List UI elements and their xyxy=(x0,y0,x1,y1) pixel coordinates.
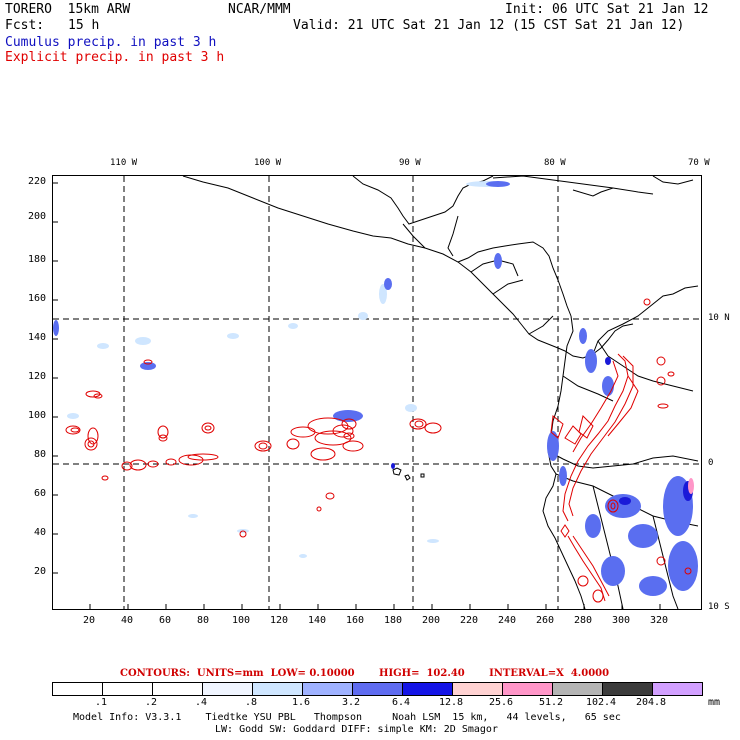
y-tick: 20 xyxy=(33,566,46,577)
colorbar-label: 12.8 xyxy=(438,697,464,708)
y-tick: 80 xyxy=(33,449,46,460)
y-tick: 40 xyxy=(33,527,46,538)
colorbar-label: 3.2 xyxy=(341,697,361,708)
y-tick: 60 xyxy=(33,488,46,499)
colorbar-swatch xyxy=(303,683,353,695)
precip-mid-cumulus xyxy=(53,181,698,596)
map-panel xyxy=(52,175,702,610)
axis-ticks xyxy=(53,182,661,609)
precip-pink xyxy=(688,478,694,494)
y-tick: 200 xyxy=(27,211,46,222)
x-tick: 20 xyxy=(82,615,96,626)
x-tick: 320 xyxy=(649,615,669,626)
x-tick: 160 xyxy=(345,615,365,626)
x-tick: 40 xyxy=(120,615,134,626)
colorbar-unit: mm xyxy=(708,697,721,708)
y-tick: 140 xyxy=(27,332,46,343)
lat-label: 0 xyxy=(708,458,714,468)
colorbar-swatch xyxy=(403,683,453,695)
colorbar-label: 6.4 xyxy=(391,697,411,708)
model-title: TORERO 15km ARW xyxy=(5,2,131,17)
lon-label: 110 W xyxy=(110,158,138,168)
y-tick: 180 xyxy=(27,254,46,265)
colorbar-swatch xyxy=(253,683,303,695)
colorbar-swatch xyxy=(103,683,153,695)
legend-explicit: Explicit precip. in past 3 h xyxy=(5,50,225,65)
x-tick: 260 xyxy=(535,615,555,626)
coastline xyxy=(182,176,699,609)
colorbar xyxy=(52,682,703,696)
lon-label: 100 W xyxy=(254,158,282,168)
org-label: NCAR/MMM xyxy=(228,2,291,17)
colorbar-swatch xyxy=(153,683,203,695)
colorbar-label: .1 xyxy=(94,697,108,708)
explicit-precip-contours xyxy=(65,298,692,603)
colorbar-swatch xyxy=(603,683,653,695)
x-tick: 220 xyxy=(459,615,479,626)
x-tick: 80 xyxy=(196,615,210,626)
colorbar-swatch xyxy=(453,683,503,695)
x-tick: 280 xyxy=(573,615,593,626)
valid-time: Valid: 21 UTC Sat 21 Jan 12 (15 CST Sat … xyxy=(293,18,685,33)
x-tick: 140 xyxy=(307,615,327,626)
y-tick: 220 xyxy=(27,176,46,187)
colorbar-label: 25.6 xyxy=(488,697,514,708)
x-tick: 240 xyxy=(497,615,517,626)
init-time: Init: 06 UTC Sat 21 Jan 12 xyxy=(505,2,709,17)
lon-label: 90 W xyxy=(399,158,421,168)
x-tick: 200 xyxy=(421,615,441,626)
contour-info: CONTOURS: UNITS=mm LOW= 0.10000 HIGH= 10… xyxy=(120,668,610,679)
physics-info: LW: Godd SW: Goddard DIFF: simple KM: 2D… xyxy=(215,724,498,735)
y-tick: 120 xyxy=(27,371,46,382)
colorbar-swatch xyxy=(353,683,403,695)
x-tick: 180 xyxy=(383,615,403,626)
x-tick: 300 xyxy=(611,615,631,626)
x-tick: 120 xyxy=(269,615,289,626)
x-tick: 100 xyxy=(231,615,251,626)
colorbar-label: 102.4 xyxy=(585,697,617,708)
lat-label: 10 S xyxy=(708,602,730,612)
colorbar-swatch xyxy=(553,683,603,695)
colorbar-swatch xyxy=(53,683,103,695)
colorbar-label: 1.6 xyxy=(291,697,311,708)
y-tick: 160 xyxy=(27,293,46,304)
y-tick: 100 xyxy=(27,410,46,421)
colorbar-label: .2 xyxy=(144,697,158,708)
colorbar-swatch xyxy=(653,683,702,695)
colorbar-label: 51.2 xyxy=(538,697,564,708)
lon-label: 80 W xyxy=(544,158,566,168)
latlon-grid xyxy=(53,176,701,609)
colorbar-label: .8 xyxy=(244,697,258,708)
lat-label: 10 N xyxy=(708,313,730,323)
colorbar-swatch xyxy=(203,683,253,695)
lon-label: 70 W xyxy=(688,158,710,168)
colorbar-label: .4 xyxy=(194,697,208,708)
precip-light-cumulus xyxy=(67,181,510,558)
forecast-hour: 15 h xyxy=(68,18,100,33)
model-info: Model Info: V3.3.1 Tiedtke YSU PBL Thomp… xyxy=(73,712,621,723)
forecast-label: Fcst: xyxy=(5,18,45,33)
x-tick: 60 xyxy=(158,615,172,626)
map-canvas xyxy=(53,176,701,609)
legend-cumulus: Cumulus precip. in past 3 h xyxy=(5,35,217,50)
colorbar-swatch xyxy=(503,683,553,695)
colorbar-label: 204.8 xyxy=(635,697,667,708)
